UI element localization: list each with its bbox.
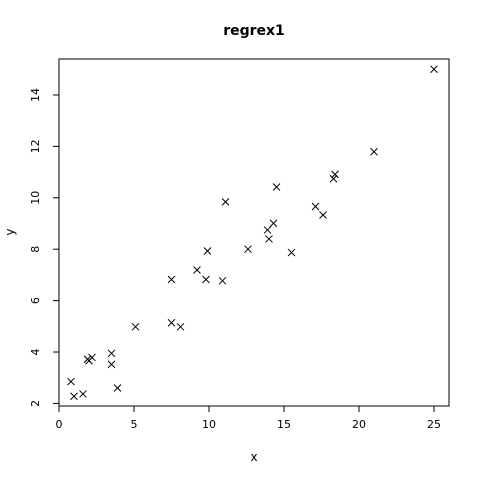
y-tick-label: 2 — [29, 400, 42, 407]
chart-title: regrex1 — [223, 23, 285, 39]
y-tick-label: 12 — [29, 139, 42, 153]
x-axis: 0 5 10 15 20 25 — [56, 405, 441, 431]
y-tick-label: 10 — [29, 191, 42, 205]
x-tick-label: 5 — [131, 418, 138, 431]
data-point — [244, 245, 252, 254]
data-point — [67, 377, 75, 386]
data-point — [269, 219, 278, 228]
data-point — [265, 235, 273, 243]
x-tick-label: 15 — [277, 418, 291, 431]
y-tick-label: 8 — [29, 246, 42, 253]
data-point — [370, 147, 378, 156]
data-point — [311, 202, 320, 211]
y-tick-label: 6 — [29, 297, 42, 304]
data-point — [202, 275, 210, 284]
x-tick-label: 25 — [427, 418, 441, 431]
x-axis-label: x — [250, 450, 257, 464]
data-point — [218, 276, 227, 285]
data-point — [107, 349, 116, 358]
y-tick-label: 4 — [29, 349, 42, 356]
y-tick-label: 14 — [29, 88, 42, 102]
data-point — [287, 248, 296, 257]
y-axis: 2 4 6 8 10 12 14 — [29, 88, 60, 407]
y-axis-label: y — [3, 228, 17, 235]
data-point — [79, 390, 87, 398]
data-point — [113, 384, 122, 392]
data-point — [329, 174, 338, 183]
data-point — [176, 322, 185, 331]
x-tick-label: 10 — [202, 418, 216, 431]
data-point — [88, 353, 96, 362]
data-point — [221, 198, 230, 206]
data-point — [167, 275, 176, 284]
data-point — [430, 65, 438, 74]
data-point — [331, 170, 339, 179]
data-point — [319, 211, 327, 219]
data-points — [67, 65, 438, 401]
data-point — [193, 266, 201, 274]
data-point — [272, 183, 281, 191]
data-point — [70, 392, 78, 401]
x-tick-label: 0 — [56, 418, 63, 431]
data-point — [263, 226, 272, 234]
x-tick-label: 20 — [352, 418, 366, 431]
data-point — [107, 360, 116, 369]
data-point — [131, 322, 140, 331]
plot-frame — [58, 58, 450, 407]
data-point — [203, 247, 212, 255]
data-point — [167, 318, 176, 327]
